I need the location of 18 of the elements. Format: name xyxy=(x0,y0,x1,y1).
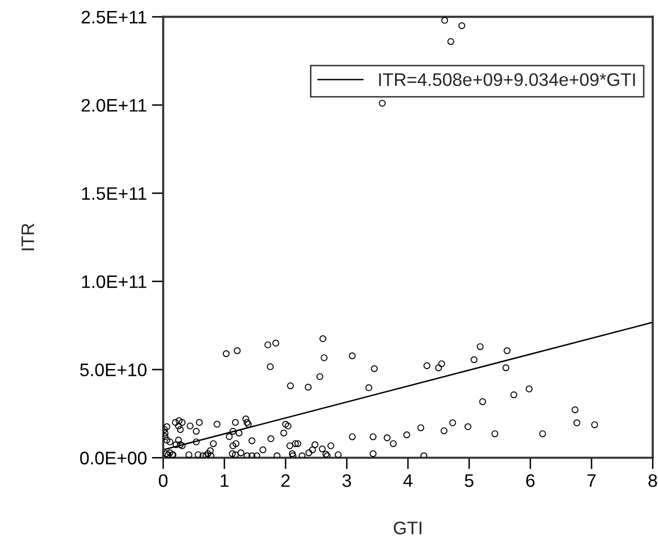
x-tick-label: 1 xyxy=(220,474,229,487)
x-tick-label: 2 xyxy=(281,474,290,487)
y-tick-label: 1.5E+11 xyxy=(82,187,146,200)
legend-label: ITR=4.508e+09+9.034e+09*GTI xyxy=(379,73,635,86)
x-tick-label: 7 xyxy=(587,474,596,487)
y-tick-label: 0.0E+00 xyxy=(80,452,147,464)
x-tick-label: 4 xyxy=(403,474,412,487)
y-axis-title: ITR xyxy=(22,224,34,250)
x-tick-label: 8 xyxy=(648,474,657,487)
y-tick-label: 2.0E+11 xyxy=(82,98,146,112)
x-tick-label: 3 xyxy=(342,474,351,487)
x-axis-title: GTI xyxy=(394,522,422,534)
x-tick-label: 5 xyxy=(464,474,474,487)
x-tick-label: 6 xyxy=(526,474,535,487)
y-tick-label: 1.0E+11 xyxy=(82,275,146,288)
y-tick-label: 2.5E+11 xyxy=(82,10,146,24)
x-tick-label: 0 xyxy=(158,474,168,487)
y-tick-label: 5.0E+10 xyxy=(80,364,147,376)
